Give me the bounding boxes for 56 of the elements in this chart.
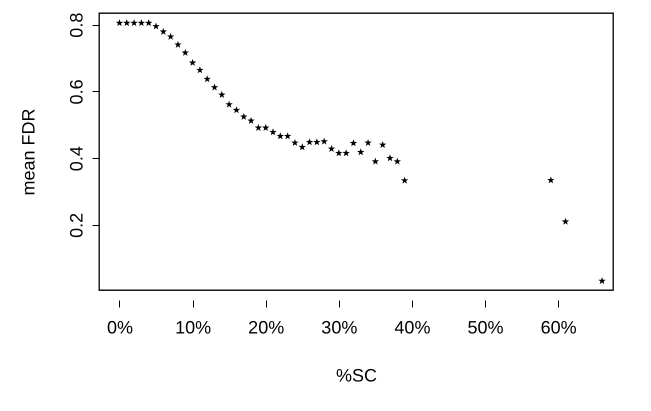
point	[166, 32, 174, 40]
x-tick-label: 30%	[321, 318, 358, 338]
y-tick-label: 0.4	[66, 146, 86, 172]
point	[598, 277, 606, 284]
point	[306, 138, 314, 146]
point	[210, 84, 218, 91]
point	[145, 19, 152, 26]
point	[379, 140, 386, 148]
point	[269, 128, 277, 136]
x-tick-label: 20%	[248, 318, 284, 338]
point	[116, 19, 124, 26]
point	[342, 149, 350, 156]
point	[386, 154, 394, 162]
x-tick-label: 40%	[394, 318, 430, 338]
y-axis-title: mean FDR	[18, 108, 38, 196]
point	[160, 28, 168, 35]
point	[562, 218, 570, 225]
y-tick-label: 0.8	[66, 12, 86, 38]
point	[276, 132, 284, 140]
point	[123, 19, 130, 26]
point	[394, 158, 401, 165]
x-tick-label: 60%	[540, 318, 577, 338]
point	[364, 138, 372, 146]
point	[174, 40, 182, 48]
point	[138, 19, 146, 26]
point	[232, 106, 240, 114]
point	[291, 138, 299, 146]
x-tick-label: 10%	[175, 318, 212, 338]
point	[204, 75, 211, 82]
x-axis-title: %SC	[336, 366, 378, 386]
point	[225, 100, 233, 108]
point	[247, 116, 255, 124]
y-tick-label: 0.2	[66, 212, 86, 238]
point	[400, 176, 408, 184]
point	[357, 148, 364, 156]
point	[218, 90, 226, 98]
point	[240, 112, 248, 120]
x-tick-label: 0%	[106, 318, 133, 338]
point	[130, 19, 138, 26]
point	[320, 138, 328, 145]
point	[313, 138, 321, 146]
x-tick-label: 50%	[468, 318, 504, 338]
point	[298, 143, 306, 150]
point	[254, 124, 262, 131]
point	[196, 66, 204, 74]
point	[350, 139, 358, 146]
point	[328, 144, 336, 152]
point	[262, 124, 270, 131]
point	[284, 132, 292, 140]
point	[372, 158, 380, 165]
point	[335, 149, 342, 156]
point	[152, 22, 160, 30]
point	[547, 176, 555, 184]
point	[182, 48, 189, 56]
point	[188, 58, 196, 66]
y-tick-label: 0.6	[66, 79, 86, 104]
